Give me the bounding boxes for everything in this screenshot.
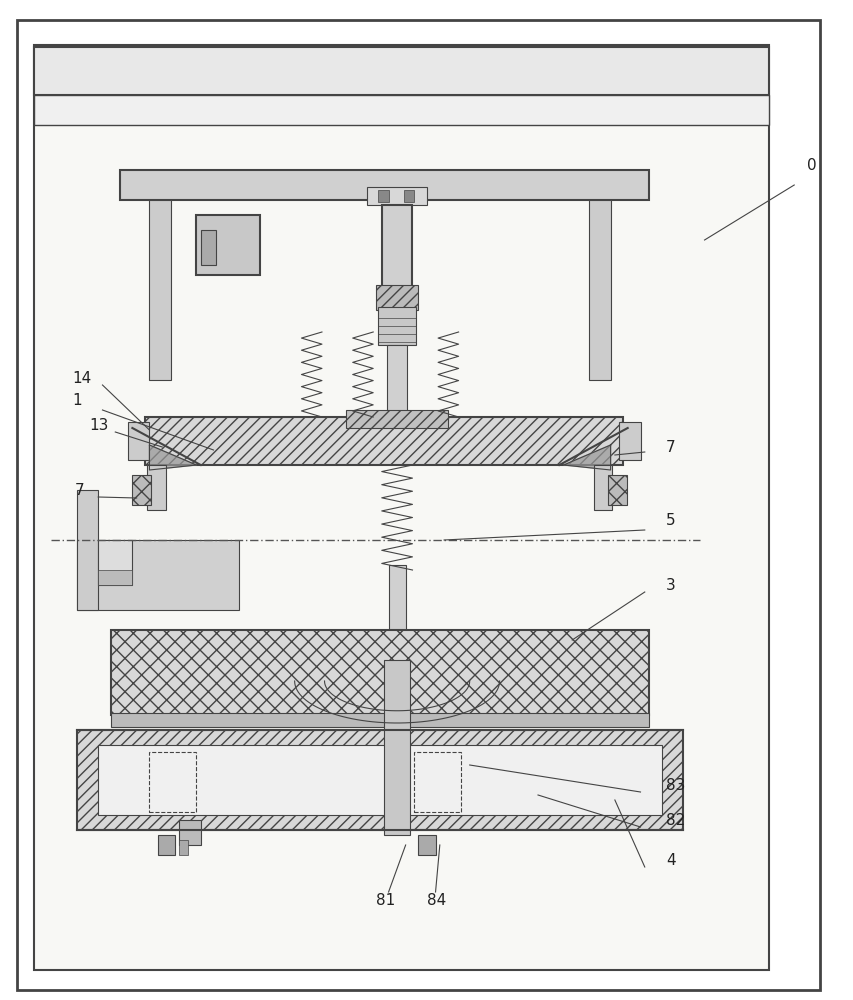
Polygon shape (563, 445, 610, 470)
Text: 3: 3 (665, 578, 675, 593)
Bar (589, 200, 610, 380)
Text: 14: 14 (73, 371, 92, 386)
Bar (381, 205, 412, 290)
Text: 4: 4 (665, 853, 675, 868)
Text: 13: 13 (90, 418, 109, 433)
Bar (179, 820, 200, 845)
Bar (111, 630, 648, 715)
Bar (128, 422, 149, 460)
Bar (196, 215, 260, 275)
Text: 81: 81 (375, 893, 395, 908)
Bar (77, 730, 682, 830)
Polygon shape (149, 445, 196, 470)
Bar (378, 307, 415, 345)
Bar (149, 200, 171, 380)
Bar (378, 190, 388, 202)
Text: 7: 7 (75, 483, 84, 498)
Bar (593, 465, 612, 510)
Text: 0: 0 (806, 158, 815, 173)
Text: 1: 1 (73, 393, 82, 408)
Bar (34, 47, 768, 95)
Bar (386, 345, 407, 415)
Bar (345, 410, 448, 428)
Bar (34, 45, 768, 970)
Text: 82: 82 (665, 813, 685, 828)
Bar (149, 752, 196, 812)
Bar (147, 465, 165, 510)
Bar (111, 713, 648, 727)
Bar (132, 475, 151, 505)
Bar (98, 745, 661, 815)
Bar (77, 540, 239, 610)
Text: 84: 84 (426, 893, 446, 908)
Bar (403, 190, 414, 202)
Bar (34, 95, 768, 125)
Bar (618, 422, 640, 460)
Bar (145, 417, 623, 465)
Bar (77, 490, 98, 610)
Bar (98, 570, 132, 585)
Text: 83: 83 (665, 778, 685, 793)
Bar (179, 840, 188, 855)
Bar (158, 835, 175, 855)
Text: 5: 5 (665, 513, 675, 528)
Bar (414, 752, 461, 812)
Bar (98, 540, 132, 585)
Text: 7: 7 (665, 440, 675, 455)
Bar (388, 565, 405, 640)
Bar (418, 835, 435, 855)
Bar (607, 475, 626, 505)
Bar (200, 230, 216, 265)
Bar (367, 187, 426, 205)
Bar (119, 170, 648, 200)
Bar (375, 285, 418, 310)
Bar (384, 660, 409, 835)
